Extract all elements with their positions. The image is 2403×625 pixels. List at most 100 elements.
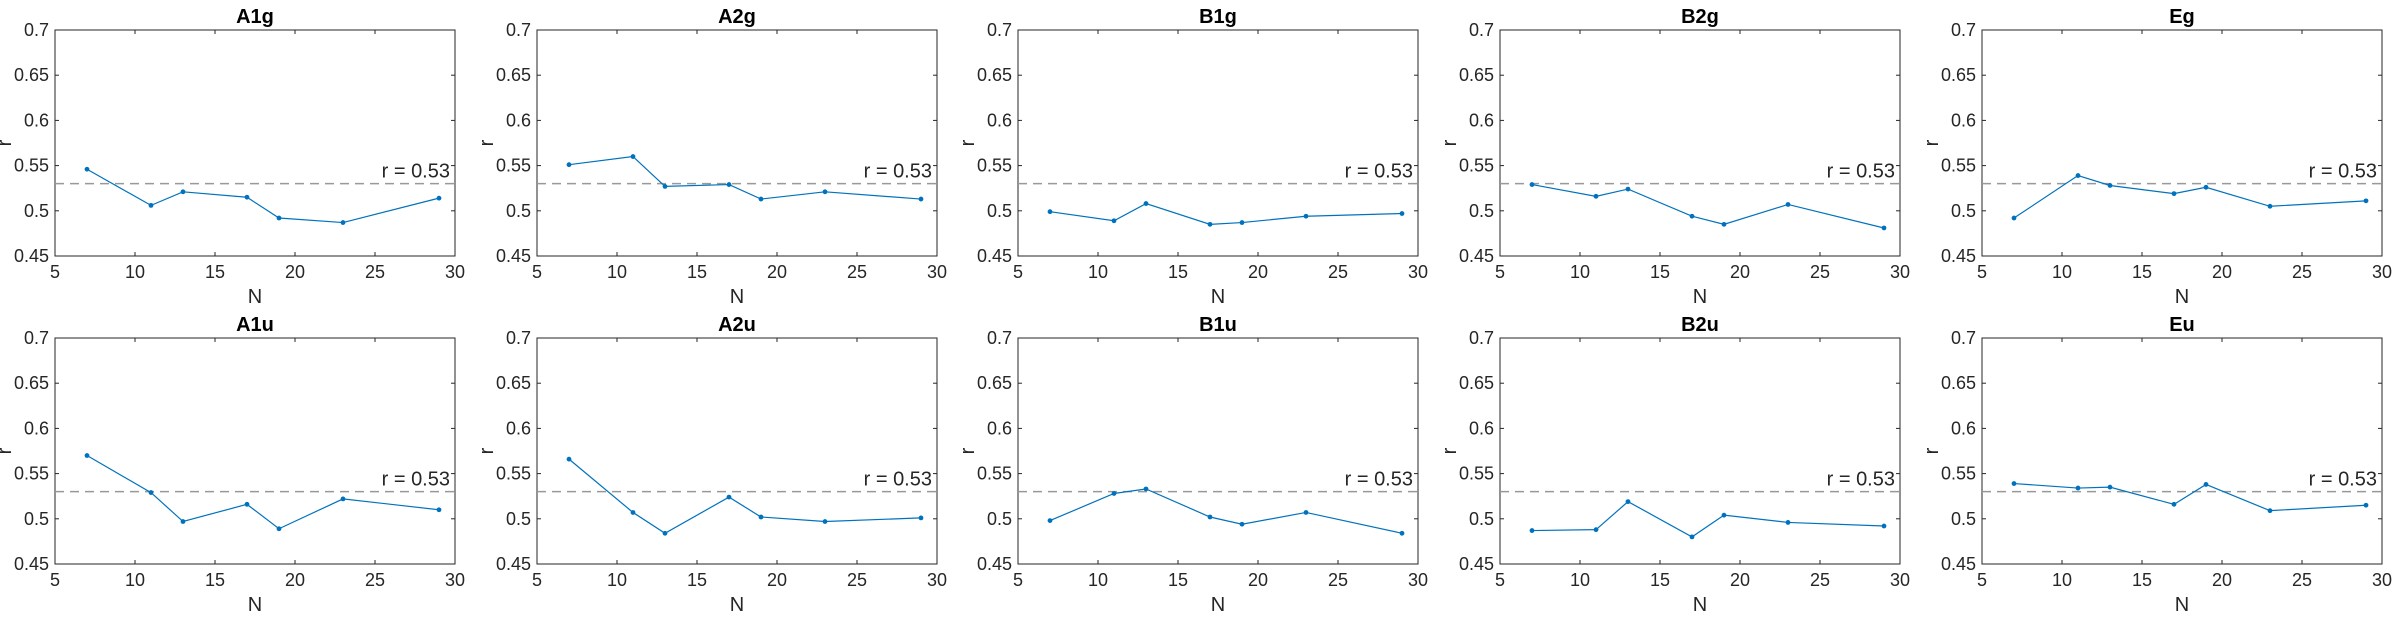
data-point (1721, 512, 1727, 518)
y-tick-label: 0.45 (14, 554, 49, 574)
x-axis-label: N (248, 286, 262, 308)
y-axis-label: r (1921, 447, 1943, 454)
data-point (918, 515, 924, 521)
data-point (1399, 211, 1405, 216)
subplot-title: A2u (718, 314, 756, 336)
x-tick-label: 20 (1248, 570, 1268, 590)
x-tick-label: 15 (1650, 262, 1670, 282)
y-tick-label: 0.65 (1459, 65, 1494, 85)
x-tick-label: 5 (1977, 262, 1987, 282)
reference-line-label: r = 0.53 (1827, 161, 1895, 183)
x-tick-label: 5 (1495, 262, 1505, 282)
reference-line-label: r = 0.53 (864, 469, 932, 491)
data-point (1881, 225, 1887, 231)
y-tick-label: 0.65 (1941, 65, 1976, 85)
data-point (566, 162, 572, 168)
x-tick-label: 15 (1650, 570, 1670, 590)
data-point (276, 215, 282, 221)
x-tick-label: 10 (1570, 570, 1590, 590)
x-tick-label: 5 (1495, 570, 1505, 590)
axes-box (536, 337, 938, 565)
data-point (1593, 527, 1599, 533)
y-axis-label: r (476, 447, 498, 454)
x-tick-label: 20 (767, 262, 787, 282)
x-axis-label: N (2175, 286, 2189, 308)
x-tick-label: 5 (1013, 262, 1023, 282)
data-point (1689, 213, 1695, 219)
x-tick-label: 10 (1088, 262, 1108, 282)
x-tick-label: 20 (1248, 262, 1268, 282)
x-tick-label: 25 (1810, 570, 1830, 590)
data-point (630, 154, 636, 159)
y-tick-label: 0.5 (1951, 509, 1976, 529)
subplot-a1u: A1u 5 10 15 20 25 30 0.45 0.5 0.55 0.6 0.65 0.7 Nr r =… (0, 314, 465, 616)
axes-box (54, 337, 456, 565)
data-point (2363, 502, 2369, 508)
y-tick-label: 0.55 (496, 464, 531, 484)
y-tick-label: 0.5 (24, 201, 49, 221)
data-point (2011, 481, 2017, 486)
data-point (2171, 191, 2177, 197)
x-tick-label: 5 (1977, 570, 1987, 590)
x-tick-label: 5 (532, 570, 542, 590)
y-tick-label: 0.65 (14, 65, 49, 85)
y-tick-label: 0.6 (987, 418, 1012, 438)
data-point (758, 514, 764, 520)
y-tick-label: 0.5 (1469, 201, 1494, 221)
data-point (180, 519, 186, 524)
x-axis-label: N (730, 286, 744, 308)
data-point (1785, 520, 1791, 525)
y-tick-label: 0.45 (496, 246, 531, 266)
x-tick-label: 10 (2052, 570, 2072, 590)
data-point (822, 189, 828, 195)
y-tick-label: 0.45 (1459, 554, 1494, 574)
data-point (276, 526, 282, 532)
x-tick-label: 10 (607, 570, 627, 590)
y-tick-label: 0.6 (1469, 110, 1494, 130)
data-point (1047, 209, 1053, 215)
x-tick-label: 15 (687, 570, 707, 590)
x-tick-label: 25 (2292, 262, 2312, 282)
y-axis-label: r (1439, 139, 1461, 146)
subplot-b1u: B1u 5 10 15 20 25 30 0.45 0.5 0.55 0.6 0.65 0.7 Nr r =… (957, 314, 1428, 616)
axes-box (1017, 29, 1419, 257)
y-tick-label: 0.7 (506, 20, 531, 40)
subplot-title: B2u (1681, 314, 1719, 336)
y-tick-label: 0.5 (987, 509, 1012, 529)
x-tick-label: 25 (365, 570, 385, 590)
x-tick-label: 5 (50, 262, 60, 282)
y-axis-label: r (957, 139, 979, 146)
x-tick-label: 25 (1328, 570, 1348, 590)
x-tick-label: 15 (2132, 262, 2152, 282)
y-tick-label: 0.45 (977, 554, 1012, 574)
x-tick-label: 5 (1013, 570, 1023, 590)
y-tick-label: 0.5 (506, 201, 531, 221)
x-tick-label: 10 (125, 262, 145, 282)
data-point (726, 494, 732, 500)
y-tick-label: 0.55 (1941, 464, 1976, 484)
x-tick-label: 25 (847, 262, 867, 282)
data-point (1593, 193, 1599, 199)
y-tick-label: 0.7 (1469, 328, 1494, 348)
y-tick-label: 0.65 (496, 65, 531, 85)
y-tick-label: 0.65 (977, 373, 1012, 393)
data-point (1239, 220, 1245, 225)
x-tick-label: 30 (1890, 262, 1910, 282)
x-tick-label: 5 (532, 262, 542, 282)
y-tick-label: 0.5 (506, 509, 531, 529)
data-point (2075, 173, 2081, 178)
data-point (148, 202, 154, 208)
data-point (2075, 485, 2081, 491)
x-tick-label: 25 (1328, 262, 1348, 282)
x-tick-label: 20 (2212, 262, 2232, 282)
y-tick-label: 0.6 (1951, 418, 1976, 438)
subplot-a2g: A2g 5 10 15 20 25 30 0.45 0.5 0.55 0.6 0.65 0.7 Nr r =… (476, 6, 947, 308)
data-point (630, 510, 636, 515)
x-tick-label: 10 (607, 262, 627, 282)
subplot-title: A1u (236, 314, 274, 336)
y-tick-label: 0.7 (987, 20, 1012, 40)
y-tick-label: 0.6 (987, 110, 1012, 130)
y-tick-label: 0.5 (1951, 201, 1976, 221)
